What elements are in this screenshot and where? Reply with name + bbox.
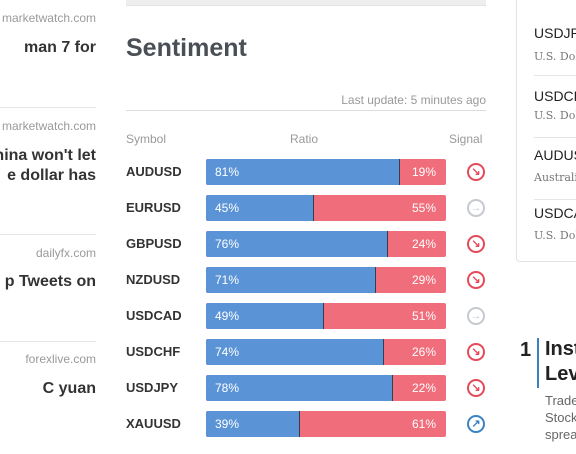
- symbol-label[interactable]: USDCAD: [126, 308, 182, 323]
- long-percent: 71%: [215, 273, 240, 287]
- desc-line: sprea: [545, 427, 576, 442]
- long-percent: 76%: [215, 237, 240, 251]
- pair-item[interactable]: USDCA U.S. Dol: [534, 200, 576, 261]
- news-title[interactable]: C yuan: [42, 380, 96, 397]
- symbol-label[interactable]: EURUSD: [126, 200, 181, 215]
- long-percent: 78%: [215, 381, 240, 395]
- pair-item[interactable]: USDJP U.S. Dol: [534, 13, 576, 76]
- news-source: forexlive.com: [25, 352, 96, 366]
- long-percent: 81%: [215, 165, 240, 179]
- news-title[interactable]: e dollar has: [7, 167, 96, 184]
- news-column: marketwatch.com man 7 for marketwatch.co…: [0, 0, 96, 454]
- sell-arrow-icon[interactable]: ↘: [467, 235, 485, 253]
- signal-header: Signal: [449, 132, 483, 146]
- short-percent: 51%: [411, 309, 436, 323]
- sentiment-title: Sentiment: [126, 34, 247, 62]
- pair-symbol: USDCA: [534, 205, 576, 221]
- title-line: Lev: [545, 363, 576, 385]
- long-fill: [206, 303, 324, 329]
- pair-symbol: AUDUS: [534, 147, 576, 163]
- pair-name: U.S. Dol: [534, 229, 576, 242]
- short-percent: 55%: [411, 201, 436, 215]
- short-percent: 61%: [411, 417, 436, 431]
- symbol-label[interactable]: GBPUSD: [126, 236, 182, 251]
- divider: [126, 110, 486, 111]
- ranked-article-desc: Trade Stock sprea: [545, 392, 576, 443]
- pair-item[interactable]: USDCH U.S. Dol: [534, 76, 576, 138]
- symbol-label[interactable]: USDCHF: [126, 344, 181, 359]
- short-percent: 29%: [411, 273, 436, 287]
- ratio-bar: 71% 29%: [206, 267, 446, 293]
- sentiment-row[interactable]: XAUUSD 39% 61% ↗: [126, 411, 486, 437]
- ranked-article-title[interactable]: Inst Lev: [545, 337, 576, 387]
- long-fill: [206, 339, 384, 365]
- neutral-arrow-icon[interactable]: →: [467, 199, 485, 217]
- neutral-arrow-icon[interactable]: →: [467, 307, 485, 325]
- symbol-label[interactable]: USDJPY: [126, 380, 179, 395]
- symbol-label[interactable]: NZDUSD: [126, 272, 181, 287]
- news-title[interactable]: hina won't let: [0, 147, 96, 164]
- long-percent: 74%: [215, 345, 240, 359]
- pair-item[interactable]: AUDUS Australi: [534, 138, 576, 200]
- long-fill: [206, 375, 394, 401]
- ratio-bar: 74% 26%: [206, 339, 446, 365]
- pair-symbol: USDJP: [534, 25, 576, 41]
- news-source: dailyfx.com: [35, 246, 96, 260]
- ratio-bar: 45% 55%: [206, 195, 446, 221]
- pairs-card: USDJP U.S. Dol USDCH U.S. Dol AUDUS Aust…: [516, 0, 576, 262]
- sentiment-row[interactable]: USDCHF 74% 26% ↘: [126, 339, 486, 365]
- long-fill: [206, 411, 300, 437]
- desc-line: Trade: [545, 393, 576, 408]
- buy-arrow-icon[interactable]: ↗: [467, 415, 485, 433]
- pair-name: U.S. Dol: [534, 50, 576, 63]
- sell-arrow-icon[interactable]: ↘: [467, 379, 485, 397]
- ratio-bar: 76% 24%: [206, 231, 446, 257]
- symbol-header: Symbol: [126, 132, 167, 146]
- rank-number: 1: [520, 339, 532, 361]
- pair-name: U.S. Dol: [534, 109, 576, 122]
- news-title[interactable]: man 7 for: [23, 39, 96, 56]
- ratio-bar: 81% 19%: [206, 159, 446, 185]
- pair-symbol: USDCH: [534, 88, 576, 104]
- ratio-bar: 49% 51%: [206, 303, 446, 329]
- news-item[interactable]: marketwatch.com man 7 for: [0, 0, 96, 108]
- news-title[interactable]: p Tweets on: [4, 273, 96, 290]
- ratio-bar: 78% 22%: [206, 375, 446, 401]
- sentiment-row[interactable]: EURUSD 45% 55% →: [126, 195, 486, 221]
- long-percent: 49%: [215, 309, 240, 323]
- title-line: Inst: [545, 338, 576, 360]
- long-fill: [206, 159, 401, 185]
- news-item[interactable]: dailyfx.com p Tweets on: [0, 235, 96, 342]
- long-fill: [206, 195, 314, 221]
- last-update: Last update: 5 minutes ago: [341, 93, 486, 107]
- news-item[interactable]: marketwatch.com hina won't let e dollar …: [0, 108, 96, 235]
- news-source: marketwatch.com: [1, 11, 96, 25]
- sentiment-row[interactable]: GBPUSD 76% 24% ↘: [126, 231, 486, 257]
- symbol-label[interactable]: XAUUSD: [126, 416, 181, 431]
- short-percent: 24%: [411, 237, 436, 251]
- long-fill: [206, 267, 377, 293]
- sell-arrow-icon[interactable]: ↘: [467, 271, 485, 289]
- long-fill: [206, 231, 389, 257]
- news-source: marketwatch.com: [1, 119, 96, 133]
- short-percent: 19%: [411, 165, 436, 179]
- news-item[interactable]: forexlive.com C yuan: [0, 342, 96, 454]
- desc-line: Stock: [545, 410, 576, 425]
- long-percent: 45%: [215, 201, 240, 215]
- sentiment-row[interactable]: AUDUSD 81% 19% ↘: [126, 159, 486, 185]
- panel-top-bar: [126, 0, 486, 6]
- symbol-label[interactable]: AUDUSD: [126, 164, 182, 179]
- short-percent: 26%: [411, 345, 436, 359]
- sell-arrow-icon[interactable]: ↘: [467, 163, 485, 181]
- rank-accent: [537, 338, 539, 388]
- long-percent: 39%: [215, 417, 240, 431]
- pair-name: Australi: [534, 171, 576, 184]
- sentiment-row[interactable]: USDJPY 78% 22% ↘: [126, 375, 486, 401]
- ratio-header: Ratio: [290, 132, 319, 146]
- sell-arrow-icon[interactable]: ↘: [467, 343, 485, 361]
- sentiment-row[interactable]: USDCAD 49% 51% →: [126, 303, 486, 329]
- ratio-bar: 39% 61%: [206, 411, 446, 437]
- sentiment-row[interactable]: NZDUSD 71% 29% ↘: [126, 267, 486, 293]
- short-percent: 22%: [411, 381, 436, 395]
